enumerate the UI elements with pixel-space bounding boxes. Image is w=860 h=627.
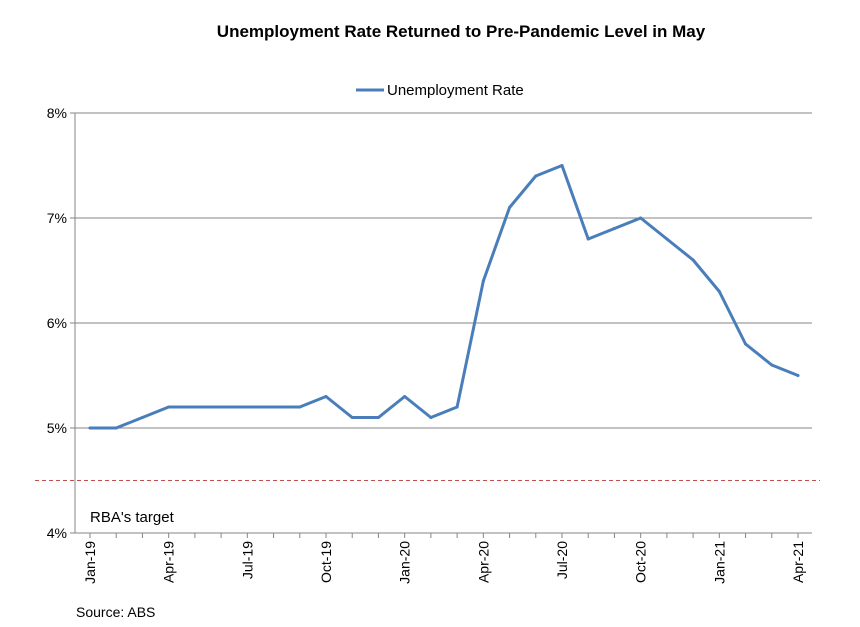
data-point	[639, 216, 643, 220]
data-point	[272, 405, 276, 409]
data-point	[193, 405, 197, 409]
data-point	[586, 237, 590, 241]
rba-target-label: RBA's target	[90, 509, 175, 526]
data-point	[429, 416, 433, 419]
data-point	[481, 279, 485, 283]
x-tick-label: Apr-19	[161, 541, 177, 583]
data-point	[534, 174, 538, 178]
y-tick-label: 5%	[47, 420, 67, 436]
data-points	[88, 164, 800, 430]
gridlines	[75, 112, 812, 429]
chart-title: Unemployment Rate Returned to Pre-Pandem…	[217, 22, 706, 41]
y-tick-label: 4%	[47, 525, 67, 541]
x-tick-label: Jan-21	[711, 541, 727, 584]
data-point	[140, 416, 144, 419]
data-point	[560, 164, 564, 167]
unemployment-rate-line	[88, 164, 800, 430]
data-point	[717, 290, 721, 293]
data-point	[665, 237, 669, 241]
x-axis-ticks: Jan-19 Apr-19 Jul-19 Oct-19 Jan-20 Apr-20 Jul-…	[82, 533, 806, 584]
y-tick-label: 8%	[47, 105, 67, 121]
data-point	[744, 342, 748, 346]
data-point	[508, 206, 512, 209]
data-point	[455, 405, 459, 409]
data-point	[245, 405, 249, 409]
y-tick-label: 7%	[47, 210, 67, 226]
x-tick-label: Jul-20	[554, 541, 570, 579]
data-point	[691, 258, 695, 262]
data-point	[376, 416, 380, 419]
x-tick-label: Jan-19	[82, 541, 98, 584]
x-tick-label: Apr-21	[790, 541, 806, 583]
data-point	[324, 395, 328, 398]
legend: Unemployment Rate	[356, 82, 524, 99]
x-tick-label: Oct-20	[633, 541, 649, 583]
data-point	[114, 426, 118, 430]
x-tick-label: Jul-19	[239, 541, 255, 579]
y-axis-ticks: 4% 5% 6% 7% 8%	[47, 105, 75, 541]
legend-label: Unemployment Rate	[387, 82, 524, 99]
data-point	[796, 374, 800, 377]
data-point	[219, 405, 223, 409]
data-point	[403, 395, 407, 398]
data-point	[350, 416, 354, 419]
x-tick-label: Jan-20	[397, 541, 413, 584]
x-tick-label: Apr-20	[475, 541, 491, 583]
y-tick-label: 6%	[47, 315, 67, 331]
data-point	[298, 405, 302, 409]
data-point	[167, 405, 171, 409]
data-point	[612, 227, 616, 230]
data-point	[88, 426, 92, 430]
data-point	[770, 363, 774, 367]
x-tick-label: Oct-19	[318, 541, 334, 583]
source-note: Source: ABS	[76, 604, 155, 620]
